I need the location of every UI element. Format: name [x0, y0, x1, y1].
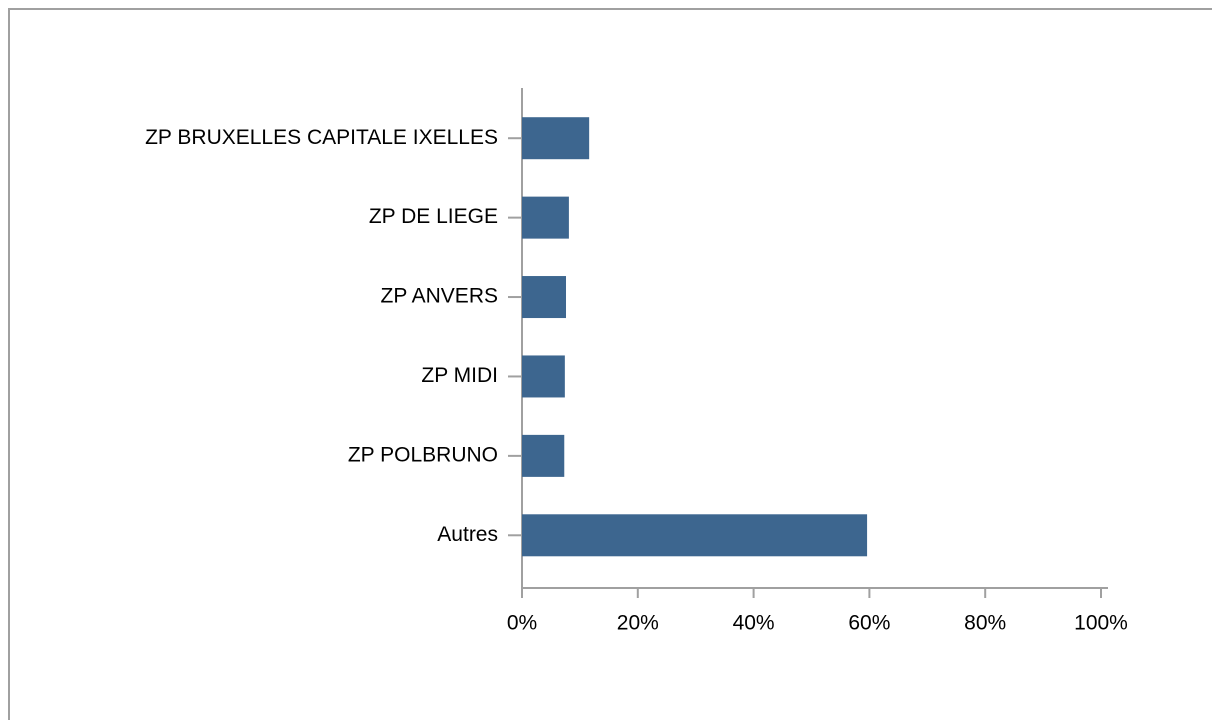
- bar: [522, 355, 565, 398]
- y-tick-label: ZP DE LIEGE: [369, 205, 498, 228]
- x-tick-label: 80%: [964, 612, 1006, 635]
- bar: [522, 117, 590, 160]
- x-tick-label: 100%: [1074, 612, 1128, 635]
- bar: [522, 514, 868, 557]
- bar: [522, 276, 567, 319]
- x-tick-label: 60%: [848, 612, 890, 635]
- bar: [522, 434, 565, 477]
- y-tick-label: ZP POLBRUNO: [348, 443, 498, 466]
- y-tick-label: ZP MIDI: [421, 364, 498, 387]
- y-tick-label: ZP BRUXELLES CAPITALE IXELLES: [145, 126, 498, 149]
- x-tick-label: 40%: [733, 612, 775, 635]
- chart-frame: [8, 8, 1212, 720]
- y-tick-label: Autres: [437, 523, 498, 546]
- y-tick-label: ZP ANVERS: [381, 285, 499, 308]
- x-tick-label: 20%: [617, 612, 659, 635]
- x-tick-label: 0%: [507, 612, 537, 635]
- bar: [522, 196, 569, 239]
